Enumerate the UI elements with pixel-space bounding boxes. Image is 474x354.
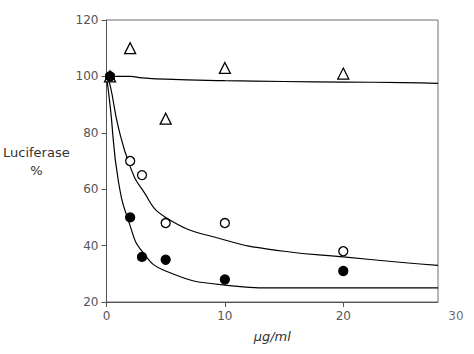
svg-text:20: 20: [83, 295, 98, 309]
svg-text:μg/ml: μg/ml: [253, 329, 292, 344]
svg-text:120: 120: [76, 13, 99, 27]
svg-text:80: 80: [83, 126, 98, 140]
svg-text:0: 0: [103, 309, 111, 323]
svg-text:60: 60: [83, 182, 98, 196]
svg-text:%: %: [30, 163, 42, 178]
svg-text:Luciferase: Luciferase: [3, 145, 70, 160]
svg-text:10: 10: [217, 309, 232, 323]
svg-text:30: 30: [448, 309, 463, 323]
svg-text:20: 20: [336, 309, 351, 323]
svg-text:100: 100: [76, 69, 99, 83]
svg-text:40: 40: [83, 239, 98, 253]
